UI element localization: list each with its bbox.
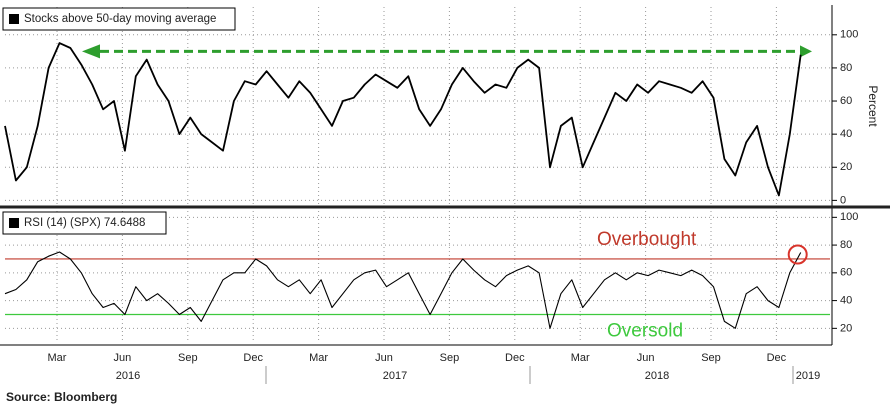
- arrow-head: [800, 45, 812, 58]
- x-tick-label: Jun: [114, 352, 132, 364]
- y-tick-label: 40: [840, 128, 852, 140]
- reference-label: Oversold: [607, 320, 683, 341]
- y-tick-label: 40: [840, 294, 852, 306]
- legend-swatch: [9, 218, 19, 228]
- x-tick-label: Jun: [375, 352, 393, 364]
- year-label: 2017: [383, 370, 407, 382]
- year-label: 2019: [796, 370, 820, 382]
- x-tick-label: Mar: [571, 352, 590, 364]
- data-line: [4, 42, 802, 197]
- year-label: 2018: [645, 370, 669, 382]
- x-tick-label: Mar: [309, 352, 328, 364]
- reference-label: Overbought: [597, 229, 697, 250]
- y-tick-label: 80: [840, 239, 852, 251]
- y-axis-label: Percent: [866, 85, 880, 127]
- source: Source: Bloomberg: [6, 390, 117, 404]
- y-tick-label: 20: [840, 161, 852, 173]
- y-tick-label: 100: [840, 211, 858, 223]
- legend-label: RSI (14) (SPX) 74.6488: [24, 217, 145, 229]
- arrow-head: [82, 44, 100, 59]
- year-label: 2016: [116, 370, 140, 382]
- legend-box: [2, 7, 236, 31]
- y-tick-label: 80: [840, 62, 852, 74]
- x-tick-label: Sep: [178, 352, 198, 364]
- x-tick-label: Jun: [637, 352, 655, 364]
- legend-label: Stocks above 50-day moving average: [24, 13, 216, 25]
- x-tick-label: Dec: [505, 352, 525, 364]
- y-tick-label: 60: [840, 267, 852, 279]
- y-tick-label: 60: [840, 95, 852, 107]
- x-tick-label: Dec: [243, 352, 263, 364]
- data-line: [4, 251, 802, 329]
- y-tick-label: 0: [840, 194, 846, 206]
- x-tick-label: Mar: [48, 352, 67, 364]
- y-tick-label: 20: [840, 322, 852, 334]
- legend-box: [2, 211, 167, 235]
- x-tick-label: Sep: [701, 352, 721, 364]
- legend-swatch: [9, 14, 19, 24]
- highlight-circle: [787, 244, 808, 265]
- x-tick-label: Sep: [440, 352, 460, 364]
- y-tick-label: 100: [840, 29, 858, 41]
- x-tick-label: Dec: [767, 352, 787, 364]
